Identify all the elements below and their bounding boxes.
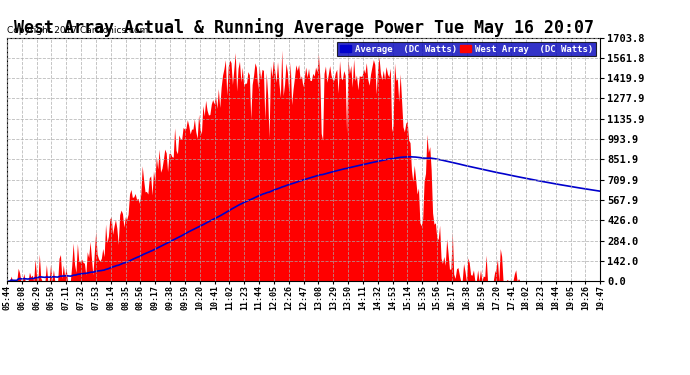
Legend: Average  (DC Watts), West Array  (DC Watts): Average (DC Watts), West Array (DC Watts… bbox=[337, 42, 595, 56]
Text: Copyright 2017 Cartronics.com: Copyright 2017 Cartronics.com bbox=[7, 26, 148, 35]
Title: West Array Actual & Running Average Power Tue May 16 20:07: West Array Actual & Running Average Powe… bbox=[14, 18, 593, 38]
